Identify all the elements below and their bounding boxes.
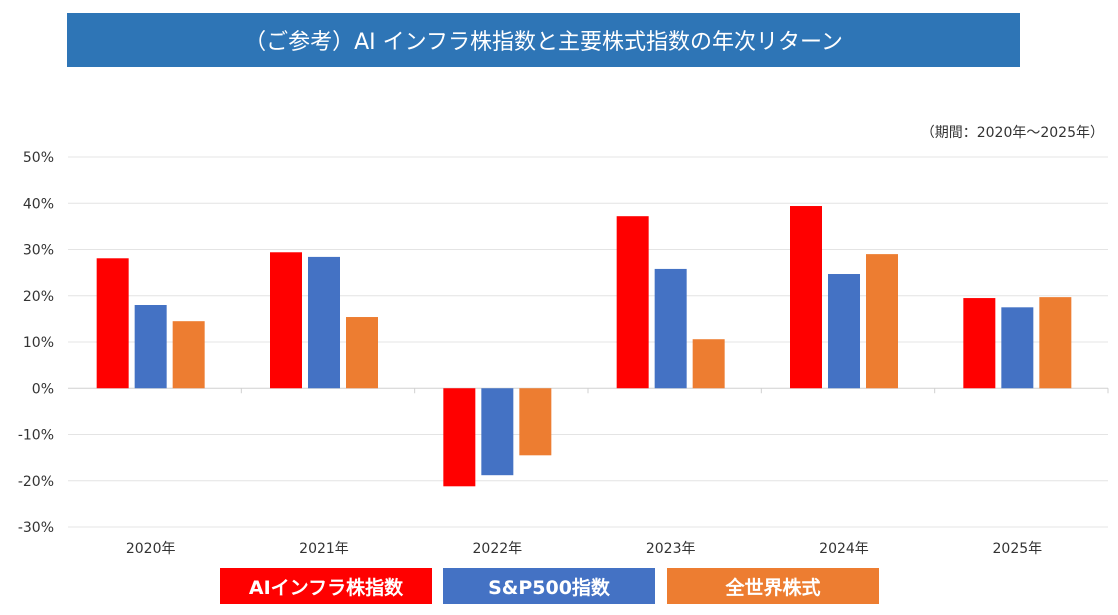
y-tick-label: -30% (18, 520, 54, 536)
bar-2021年-2 (346, 317, 378, 389)
bar-2021年-1 (308, 256, 340, 389)
bar-2025年-1 (1001, 307, 1034, 389)
x-tick-label: 2025年 (993, 541, 1043, 557)
y-tick-label: -20% (18, 474, 54, 490)
legend-world-stocks: 全世界株式 (667, 568, 879, 604)
x-tick-label: 2023年 (646, 541, 696, 557)
bar-2023年-2 (692, 339, 725, 389)
bar-2020年-1 (134, 305, 167, 389)
x-tick-label: 2021年 (299, 541, 349, 557)
bar-2022年-2 (519, 388, 552, 456)
x-tick-label: 2024年 (819, 541, 869, 557)
bar-2025年-0 (963, 298, 996, 389)
bar-2024年-1 (828, 274, 860, 389)
x-tick-label: 2022年 (473, 541, 523, 557)
bar-2024年-0 (790, 206, 822, 389)
legend-ai-infra: AIインフラ株指数 (220, 568, 432, 604)
y-tick-label: 0% (32, 381, 54, 397)
legend-sp500: S&P500指数 (443, 568, 655, 604)
bar-2025年-2 (1039, 297, 1072, 389)
bar-2020年-0 (96, 258, 129, 389)
y-tick-label: 50% (23, 150, 54, 166)
y-tick-label: 40% (23, 196, 54, 212)
period-note: （期間：2020年～2025年） (920, 125, 1104, 141)
x-tick-label: 2020年 (126, 541, 176, 557)
bar-2022年-1 (481, 388, 514, 476)
y-tick-label: 10% (23, 335, 54, 351)
y-tick-label: 30% (23, 243, 54, 259)
bar-2021年-0 (270, 252, 302, 389)
y-tick-label: -10% (18, 428, 54, 444)
bar-2024年-2 (866, 254, 898, 389)
bar-2023年-1 (654, 268, 687, 389)
chart-title: （ご参考）AI インフラ株指数と主要株式指数の年次リターン (67, 13, 1020, 67)
bar-2020年-2 (172, 321, 205, 389)
y-tick-label: 20% (23, 289, 54, 305)
bar-2022年-0 (443, 388, 476, 487)
bar-2023年-0 (616, 216, 649, 389)
